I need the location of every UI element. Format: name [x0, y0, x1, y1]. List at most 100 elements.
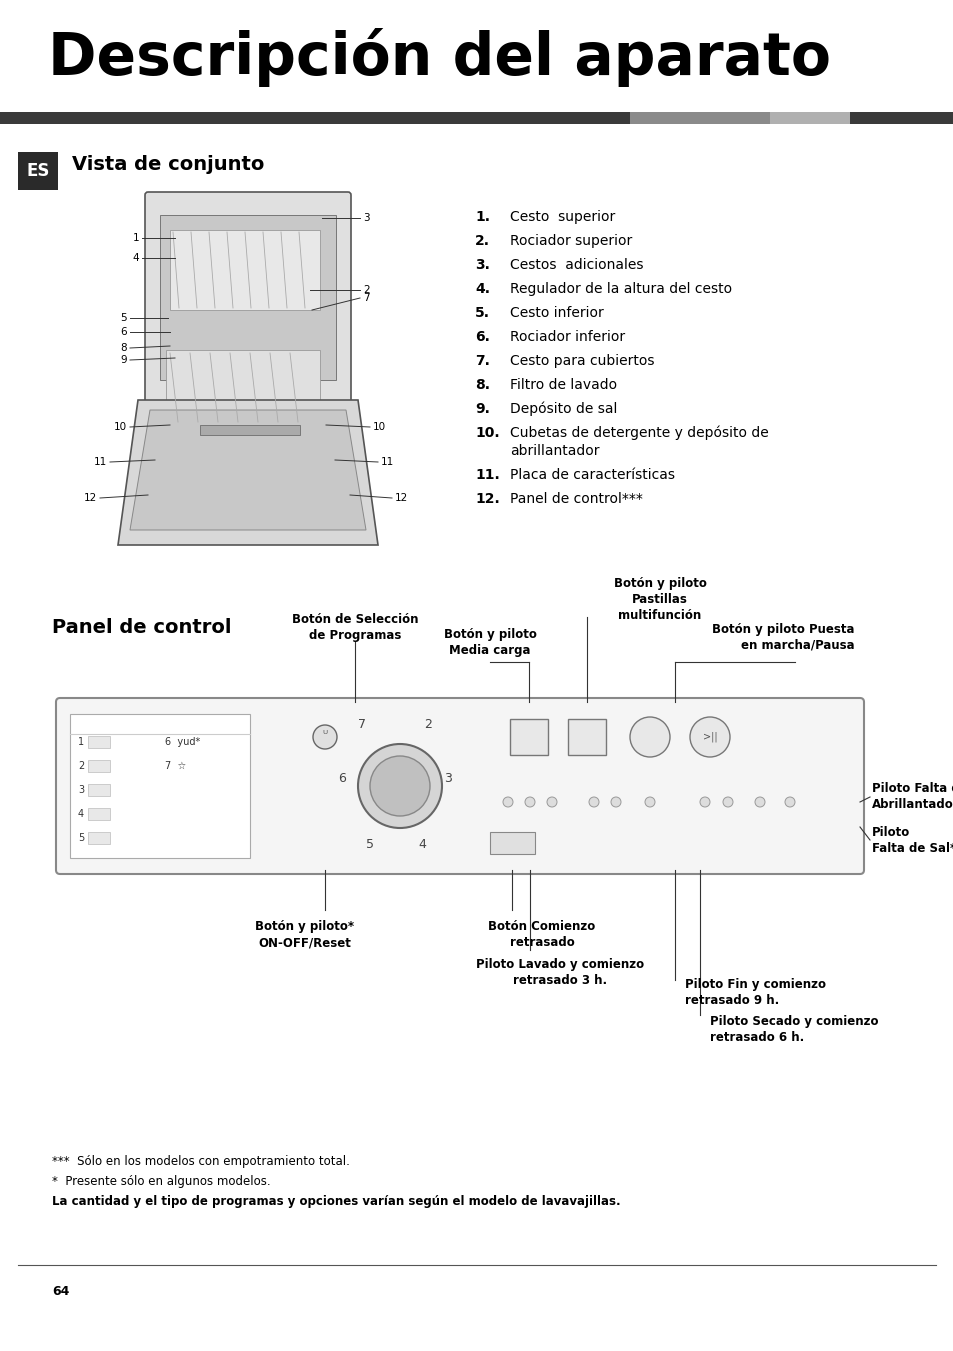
Bar — [70, 713, 250, 858]
Text: Botón Comienzo
retrasado: Botón Comienzo retrasado — [488, 920, 595, 948]
Bar — [88, 808, 110, 820]
Text: 1.: 1. — [475, 209, 490, 224]
Text: Vista de conjunto: Vista de conjunto — [71, 155, 264, 174]
Bar — [567, 719, 605, 755]
Circle shape — [370, 757, 430, 816]
Text: Botón y piloto
Pastillas
multifunción: Botón y piloto Pastillas multifunción — [613, 577, 706, 621]
Text: Cesto para cubiertos: Cesto para cubiertos — [510, 354, 654, 367]
Text: 5: 5 — [120, 313, 127, 323]
Text: 8: 8 — [120, 343, 127, 353]
Text: 9: 9 — [120, 355, 127, 365]
Circle shape — [754, 797, 764, 807]
Text: 4: 4 — [132, 253, 139, 263]
Circle shape — [313, 725, 336, 748]
Text: 1: 1 — [132, 232, 139, 243]
Circle shape — [588, 797, 598, 807]
Circle shape — [357, 744, 441, 828]
Text: 7  ☆: 7 ☆ — [165, 761, 186, 771]
Text: Botón y piloto
Media carga: Botón y piloto Media carga — [443, 628, 536, 657]
Text: 6  yud*: 6 yud* — [165, 738, 200, 747]
Bar — [769, 112, 849, 124]
Bar — [510, 719, 547, 755]
Text: Piloto Falta de
Abrillantador*: Piloto Falta de Abrillantador* — [871, 782, 953, 812]
FancyBboxPatch shape — [56, 698, 863, 874]
Text: 10.: 10. — [475, 426, 499, 440]
Text: Regulador de la altura del cesto: Regulador de la altura del cesto — [510, 282, 731, 296]
Text: 10: 10 — [113, 422, 127, 432]
Text: 8.: 8. — [475, 378, 490, 392]
Text: 12: 12 — [84, 493, 97, 503]
Text: Piloto Lavado y comienzo
retrasado 3 h.: Piloto Lavado y comienzo retrasado 3 h. — [476, 958, 643, 988]
Bar — [18, 153, 58, 190]
Circle shape — [610, 797, 620, 807]
Text: 7: 7 — [363, 293, 369, 303]
Circle shape — [644, 797, 655, 807]
Bar — [849, 112, 953, 124]
Text: 9.: 9. — [475, 403, 489, 416]
Text: Piloto Fin y comienzo
retrasado 9 h.: Piloto Fin y comienzo retrasado 9 h. — [684, 978, 825, 1006]
Text: Panel de control***: Panel de control*** — [510, 492, 642, 507]
Circle shape — [784, 797, 794, 807]
Text: >||: >|| — [702, 732, 717, 742]
Text: 3: 3 — [363, 213, 369, 223]
Text: Piloto Secado y comienzo
retrasado 6 h.: Piloto Secado y comienzo retrasado 6 h. — [709, 1015, 878, 1044]
Text: 2.: 2. — [475, 234, 490, 249]
Text: 3: 3 — [443, 771, 452, 785]
Text: Botón y piloto Puesta
en marcha/Pausa: Botón y piloto Puesta en marcha/Pausa — [712, 623, 854, 653]
Text: 2: 2 — [363, 285, 369, 295]
Text: Rociador superior: Rociador superior — [510, 234, 632, 249]
Circle shape — [722, 797, 732, 807]
Circle shape — [689, 717, 729, 757]
Polygon shape — [118, 400, 377, 544]
Text: Cesto inferior: Cesto inferior — [510, 305, 603, 320]
FancyBboxPatch shape — [145, 192, 351, 403]
Text: Botón y piloto*
ON-OFF/Reset: Botón y piloto* ON-OFF/Reset — [255, 920, 355, 948]
Bar — [200, 426, 299, 435]
Text: 4.: 4. — [475, 282, 490, 296]
Text: Descripción del aparato: Descripción del aparato — [48, 28, 830, 86]
Text: 7.: 7. — [475, 354, 489, 367]
Text: Rociador inferior: Rociador inferior — [510, 330, 624, 345]
Text: Filtro de lavado: Filtro de lavado — [510, 378, 617, 392]
Text: Cestos  adicionales: Cestos adicionales — [510, 258, 643, 272]
Bar — [88, 784, 110, 796]
Text: 4: 4 — [78, 809, 84, 819]
Text: 6.: 6. — [475, 330, 489, 345]
Bar — [629, 112, 769, 124]
Bar — [160, 215, 335, 380]
Text: Depósito de sal: Depósito de sal — [510, 403, 617, 416]
Circle shape — [546, 797, 557, 807]
Circle shape — [700, 797, 709, 807]
Text: 10: 10 — [373, 422, 386, 432]
Text: ᵁ: ᵁ — [322, 730, 327, 740]
Text: 7: 7 — [357, 717, 366, 731]
Text: Placa de características: Placa de características — [510, 467, 675, 482]
Bar — [0, 112, 629, 124]
Polygon shape — [130, 409, 366, 530]
Text: ***  Sólo en los modelos con empotramiento total.: *** Sólo en los modelos con empotramient… — [52, 1155, 350, 1169]
Text: 5: 5 — [78, 834, 84, 843]
Text: 5: 5 — [366, 838, 374, 851]
Text: 12.: 12. — [475, 492, 499, 507]
Text: *  Presente sólo en algunos modelos.: * Presente sólo en algunos modelos. — [52, 1175, 271, 1188]
Text: 5.: 5. — [475, 305, 490, 320]
Text: 6: 6 — [120, 327, 127, 336]
Circle shape — [502, 797, 513, 807]
Bar — [170, 230, 319, 309]
Bar — [88, 832, 110, 844]
Text: 11: 11 — [380, 457, 394, 467]
Text: 3.: 3. — [475, 258, 489, 272]
Text: 11: 11 — [93, 457, 107, 467]
Text: 2: 2 — [78, 761, 84, 771]
Circle shape — [524, 797, 535, 807]
Text: Panel de control: Panel de control — [52, 617, 232, 638]
Bar — [88, 761, 110, 771]
Text: La cantidad y el tipo de programas y opciones varían según el modelo de lavavaji: La cantidad y el tipo de programas y opc… — [52, 1196, 620, 1208]
Text: Cubetas de detergente y depósito de
abrillantador: Cubetas de detergente y depósito de abri… — [510, 426, 768, 458]
Bar — [88, 736, 110, 748]
Bar — [490, 832, 535, 854]
Text: 1: 1 — [78, 738, 84, 747]
Text: 6: 6 — [337, 771, 346, 785]
Text: 4: 4 — [417, 838, 425, 851]
Circle shape — [629, 717, 669, 757]
